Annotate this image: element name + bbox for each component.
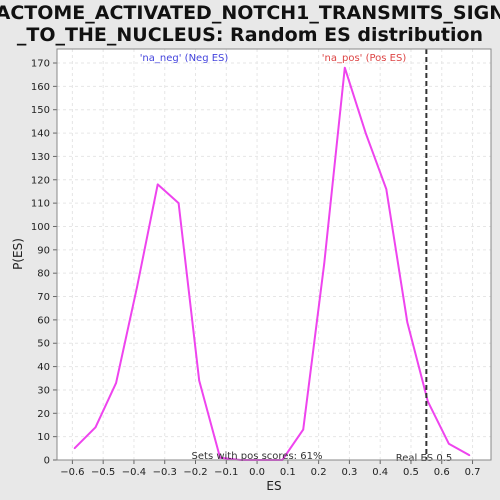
- x-tick-label: 0.0: [249, 467, 265, 478]
- neg-es-label: 'na_neg' (Neg ES): [140, 53, 229, 64]
- y-tick-label: 10: [37, 432, 50, 443]
- x-tick-label: −0.6: [60, 467, 84, 478]
- y-tick-label: 30: [37, 385, 50, 396]
- x-tick-label: 0.3: [341, 467, 357, 478]
- x-tick-label: −0.5: [91, 467, 115, 478]
- y-tick-label: 130: [31, 152, 50, 163]
- y-tick-label: 100: [31, 222, 50, 233]
- x-tick-label: 0.4: [372, 467, 388, 478]
- y-tick-label: 0: [44, 456, 50, 467]
- y-tick-label: 120: [31, 175, 50, 186]
- x-tick-label: 0.6: [434, 467, 450, 478]
- data-point: [73, 447, 76, 450]
- x-axis-ticks: −0.6 −0.5 −0.4 −0.3 −0.2 −0.1 0.0 0.1 0.2 0.3 0.4 0…: [60, 460, 480, 478]
- data-point: [302, 428, 305, 431]
- data-point: [94, 426, 97, 429]
- pos-es-label: 'na_pos' (Pos ES): [322, 53, 407, 64]
- data-point: [385, 188, 388, 190]
- x-tick-label: −0.1: [214, 467, 238, 478]
- x-tick-label: −0.4: [122, 467, 146, 478]
- chart-title-line-2: _TO_THE_NUCLEUS: Random ES distribution: [17, 24, 483, 46]
- y-tick-label: 150: [31, 105, 50, 116]
- chart-title-line-1: REACTOME_ACTIVATED_NOTCH1_TRANSMITS_SIGN…: [0, 2, 500, 24]
- y-axis-ticks: 0 10 20 30 40 50 60 70 80 90 100 110 120 130 140 150 160…: [31, 59, 57, 467]
- y-tick-label: 140: [31, 129, 50, 140]
- plot-border: [56, 48, 492, 461]
- y-tick-label: 40: [37, 362, 50, 373]
- grid-lines: [57, 49, 491, 461]
- data-point: [468, 454, 471, 457]
- data-point: [364, 132, 367, 134]
- data-point: [323, 263, 325, 265]
- y-tick-label: 170: [31, 59, 50, 70]
- y-tick-label: 20: [37, 409, 50, 420]
- x-tick-label: 0.5: [403, 467, 419, 478]
- data-point: [177, 202, 180, 204]
- y-tick-label: 90: [37, 245, 50, 256]
- pos-scores-note: Sets with pos scores: 61%: [192, 451, 323, 462]
- data-point: [156, 183, 159, 186]
- data-point: [115, 382, 117, 384]
- y-tick-label: 60: [37, 315, 50, 326]
- x-tick-label: 0.7: [465, 467, 481, 478]
- x-axis-label: ES: [266, 479, 281, 493]
- data-point: [219, 456, 221, 459]
- data-point: [136, 286, 138, 288]
- x-tick-label: 0.2: [311, 467, 327, 478]
- data-point: [448, 442, 450, 445]
- data-point: [427, 400, 429, 403]
- y-tick-label: 50: [37, 339, 50, 350]
- plot-area: [57, 49, 491, 460]
- real-es-label: Real ES 0.5: [396, 453, 452, 464]
- y-axis-label: P(ES): [11, 238, 25, 270]
- x-tick-label: −0.2: [183, 467, 207, 478]
- y-tick-label: 80: [37, 269, 50, 280]
- y-tick-label: 70: [37, 292, 50, 303]
- data-point: [198, 379, 201, 382]
- x-tick-label: 0.1: [280, 467, 296, 478]
- data-point: [406, 321, 409, 324]
- x-tick-label: −0.3: [153, 467, 177, 478]
- y-tick-label: 160: [31, 82, 50, 93]
- data-point: [343, 66, 346, 69]
- y-tick-label: 110: [31, 199, 50, 210]
